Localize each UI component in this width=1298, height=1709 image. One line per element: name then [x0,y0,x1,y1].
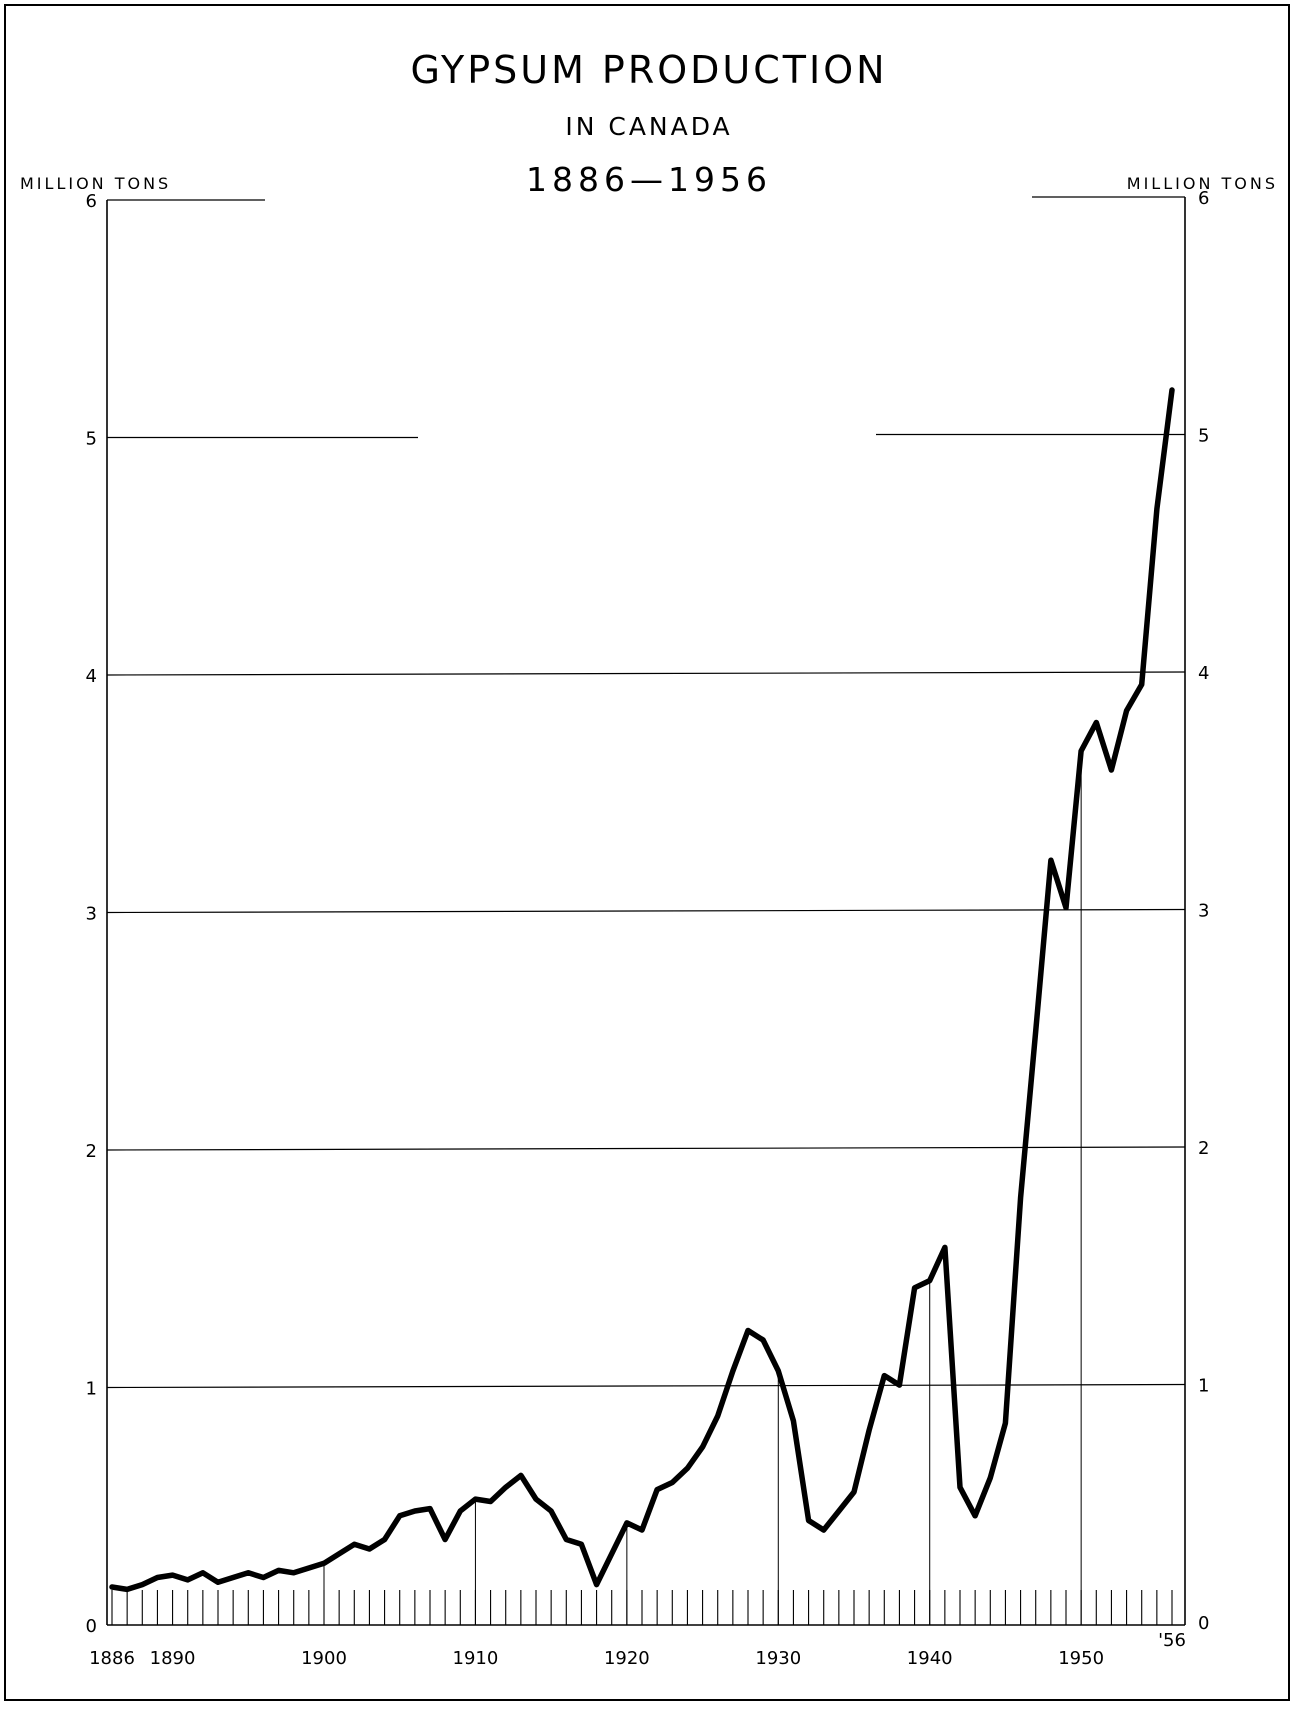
x-tick-label: 1900 [301,1648,347,1669]
gridline-2 [106,1146,1186,1151]
y-tick-label-right: 4 [1198,663,1209,684]
y-tick-label-right: 5 [1198,426,1209,447]
y-tick-label-right: 3 [1198,901,1209,922]
y-tick-label-left: 6 [86,191,97,212]
chart-subtitle: IN CANADA [565,112,733,141]
x-tick-label: 1950 [1058,1648,1104,1669]
y-tick-label-right: 0 [1198,1613,1209,1634]
x-tick-label: 1920 [604,1648,650,1669]
x-tick-label: 1910 [453,1648,499,1669]
gridline-3 [106,908,1186,914]
right-axis-unit-label: MILLION TONS [1126,174,1278,193]
chart-title: GYPSUM PRODUCTION [410,48,888,92]
x-tick-label: '56 [1158,1630,1186,1651]
series-line [109,387,1175,1593]
x-tick-label: 1890 [150,1648,196,1669]
y-tick-label-right: 2 [1198,1138,1209,1159]
x-tick-label: 1940 [907,1648,953,1669]
x-tick-label: 1930 [755,1648,801,1669]
chart-period: 1886—1956 [526,160,772,199]
y-tick-label-left: 1 [86,1379,97,1400]
gridline-1 [106,1383,1186,1389]
y-tick-label-left: 3 [86,904,97,925]
y-tick-label-left: 2 [86,1141,97,1162]
y-tick-label-left: 0 [86,1616,97,1637]
left-axis-unit-label: MILLION TONS [20,174,172,193]
gridline-4 [106,671,1186,676]
x-tick-label: 1886 [89,1648,135,1669]
y-tick-label-right: 1 [1198,1376,1209,1397]
chart-frame [4,4,1290,1701]
y-tick-label-left: 4 [86,666,97,687]
y-tick-label-left: 5 [86,429,97,450]
y-tick-label-right: 6 [1198,188,1209,209]
